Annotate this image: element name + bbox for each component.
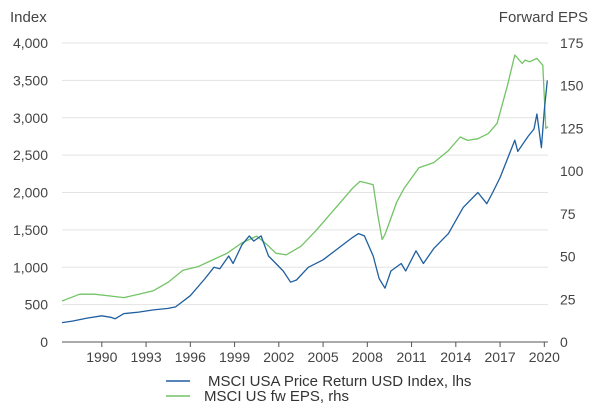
x-tick-label: 1990 <box>86 349 117 365</box>
right-y-tick-label: 100 <box>560 163 584 179</box>
left-y-axis: 0 500 1,000 1,500 2,000 2,500 3,000 3,500 4,000 <box>13 35 48 350</box>
left-y-tick-label: 1,500 <box>13 222 48 238</box>
right-y-tick-label: 25 <box>560 291 576 307</box>
x-tick-label: 1993 <box>130 349 161 365</box>
x-tick-label: 1999 <box>219 349 250 365</box>
x-tick-label: 2002 <box>263 349 294 365</box>
series-line-index <box>61 80 548 324</box>
x-tick-label: 2005 <box>307 349 338 365</box>
left-y-tick-label: 2,000 <box>13 185 48 201</box>
left-y-tick-label: 500 <box>25 297 49 313</box>
x-tick-label: 1996 <box>175 349 206 365</box>
series-line-eps <box>61 54 549 302</box>
grid <box>62 42 548 343</box>
left-y-tick-label: 3,500 <box>13 72 48 88</box>
right-y-tick-label: 75 <box>560 206 576 222</box>
x-tick-label: 2017 <box>484 349 515 365</box>
right-y-tick-label: 150 <box>560 78 584 94</box>
x-tick-label: 2011 <box>397 349 427 365</box>
left-y-tick-label: 0 <box>40 334 48 350</box>
left-axis-title: Index <box>10 9 47 26</box>
left-y-tick-label: 1,000 <box>13 259 48 275</box>
right-y-tick-label: 0 <box>560 334 568 350</box>
legend-label-eps: MSCI US fw EPS, rhs <box>204 388 349 405</box>
left-y-tick-label: 4,000 <box>13 35 48 51</box>
right-y-tick-label: 175 <box>560 35 584 51</box>
right-y-tick-label: 50 <box>560 249 576 265</box>
x-tick-label: 2008 <box>352 349 383 365</box>
right-axis-title: Forward EPS <box>499 9 588 26</box>
right-y-axis: 0 25 50 75 100 125 150 175 <box>560 35 584 350</box>
right-y-tick-label: 125 <box>560 120 584 136</box>
x-axis: 1990 1993 1996 1999 2002 2005 2008 2011 2014 2017… <box>86 342 560 365</box>
x-tick-label: 2020 <box>529 349 560 365</box>
left-y-tick-label: 3,000 <box>13 110 48 126</box>
legend: MSCI USA Price Return USD Index, lhs MSC… <box>166 373 471 405</box>
x-tick-label: 2014 <box>440 349 471 365</box>
series-layer <box>61 54 549 324</box>
left-y-tick-label: 2,500 <box>13 147 48 163</box>
legend-label-index: MSCI USA Price Return USD Index, lhs <box>208 373 471 390</box>
